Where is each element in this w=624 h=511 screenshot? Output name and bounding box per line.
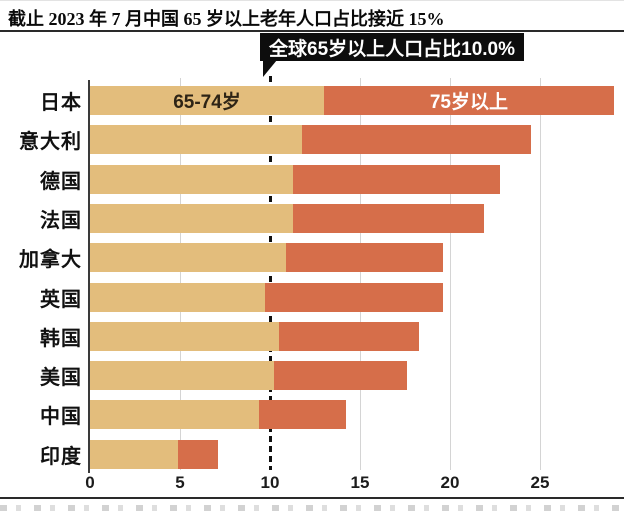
table-row: 印度 — [0, 439, 624, 469]
category-label: 印度 — [40, 445, 82, 468]
category-label: 加拿大 — [19, 249, 82, 272]
category-label: 法国 — [40, 209, 82, 232]
bar-segment-age75plus — [178, 439, 218, 469]
annotation-pointer-icon — [263, 60, 277, 77]
reference-annotation: 全球65岁以上人口占比10.0% — [260, 33, 525, 61]
bottom-divider — [0, 497, 624, 499]
bar-segment-age75plus — [293, 203, 485, 233]
reference-dashed-line — [268, 76, 272, 470]
y-axis-line — [88, 80, 90, 473]
x-axis-tick-15: 15 — [350, 473, 370, 492]
cropped-caption-fragments — [0, 505, 624, 511]
table-row: 美国 — [0, 361, 624, 391]
bar-segment-age75plus: 75岁以上 — [324, 86, 614, 115]
gridline-15 — [360, 78, 361, 470]
bar-segment-age65-74 — [90, 203, 294, 233]
table-row: 日本 65-74岁 75岁以上 — [0, 86, 624, 115]
bar-segment-age75plus — [279, 321, 420, 351]
category-label: 德国 — [40, 170, 82, 193]
bar-segment-age65-74: 65-74岁 — [90, 86, 324, 115]
table-row: 英国 — [0, 282, 624, 312]
bar-segment-age75plus — [259, 400, 346, 430]
bar-segment-age75plus — [264, 282, 443, 312]
bar-segment-age65-74 — [90, 321, 279, 351]
x-axis-tick-0: 0 — [85, 473, 95, 492]
category-label: 中国 — [40, 406, 82, 429]
reference-annotation-label: 全球65岁以上人口占比10.0% — [269, 38, 516, 60]
bar-segment-age65-74 — [90, 400, 260, 430]
x-axis-tick-5: 5 — [175, 473, 185, 492]
bar-segment-age75plus — [293, 164, 501, 194]
table-row: 意大利 — [0, 125, 624, 155]
table-row: 韩国 — [0, 321, 624, 351]
x-axis-tick-10: 10 — [260, 473, 280, 492]
page-title: 截止 2023 年 7 月中国 65 岁以上老年人口占比接近 15% — [8, 9, 445, 29]
table-row: 中国 — [0, 400, 624, 430]
top-crop-edge — [0, 0, 624, 1]
category-label: 美国 — [40, 367, 82, 390]
x-axis-tick-20: 20 — [440, 473, 460, 492]
bar-segment-age65-74 — [90, 361, 274, 391]
bar-segment-age65-74 — [90, 243, 287, 273]
series-label-age75plus: 75岁以上 — [429, 92, 508, 113]
bar-segment-age65-74 — [90, 282, 265, 312]
bar-segment-age75plus — [286, 243, 443, 273]
gridline-5 — [180, 78, 181, 470]
gridline-25 — [540, 78, 541, 470]
x-axis-tick-25: 25 — [530, 473, 550, 492]
title-divider — [0, 30, 624, 32]
table-row: 法国 — [0, 203, 624, 233]
bar-segment-age65-74 — [90, 125, 303, 155]
bar-segment-age75plus — [302, 125, 531, 155]
bar-segment-age65-74 — [90, 164, 294, 194]
table-row: 加拿大 — [0, 243, 624, 273]
category-label: 英国 — [40, 288, 82, 311]
category-label: 日本 — [40, 92, 82, 114]
bar-segment-age65-74 — [90, 439, 179, 469]
gridline-20 — [450, 78, 451, 470]
category-label: 韩国 — [40, 327, 82, 350]
series-label-age65-74: 65-74岁 — [173, 92, 241, 113]
category-label: 意大利 — [19, 131, 82, 154]
table-row: 德国 — [0, 164, 624, 194]
bar-segment-age75plus — [273, 361, 407, 391]
